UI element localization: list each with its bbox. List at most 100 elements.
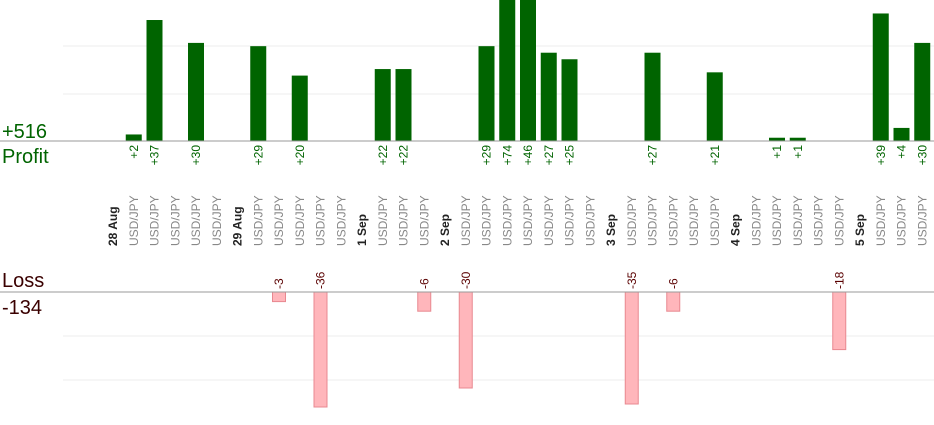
- loss-bar: [624, 291, 639, 405]
- pair-label: USD/JPY: [666, 195, 680, 246]
- profit-total: +516: [2, 121, 47, 143]
- profit-value-label: +22: [397, 145, 411, 166]
- profit-value-label: +27: [646, 145, 660, 166]
- date-label: 1 Sep: [355, 214, 369, 246]
- pair-label: USD/JPY: [770, 195, 784, 246]
- pair-label: USD/JPY: [895, 195, 909, 246]
- pair-label: USD/JPY: [563, 195, 577, 246]
- profit-bar: [520, 0, 536, 141]
- profit-bar: [706, 72, 723, 141]
- profit-bar: [789, 137, 806, 141]
- date-label: 5 Sep: [853, 214, 867, 246]
- pair-label: USD/JPY: [127, 195, 141, 246]
- pair-label: USD/JPY: [314, 195, 328, 246]
- pair-label: USD/JPY: [687, 195, 701, 246]
- pair-label: USD/JPY: [542, 195, 556, 246]
- date-label: 3 Sep: [604, 214, 618, 246]
- profit-value-label: +74: [500, 145, 514, 166]
- loss-total: -134: [2, 297, 42, 319]
- loss-bar: [458, 291, 473, 389]
- pair-label: USD/JPY: [189, 195, 203, 246]
- pair-label: USD/JPY: [791, 195, 805, 246]
- profit-value-label: +37: [148, 145, 162, 166]
- loss-value-label: -6: [666, 278, 680, 289]
- profit-bar: [395, 69, 412, 141]
- pair-label: USD/JPY: [417, 195, 431, 246]
- date-label: 28 Aug: [106, 206, 120, 246]
- profit-bar: [374, 69, 391, 141]
- profit-value-label: +20: [293, 145, 307, 166]
- profit-value-label: +39: [874, 145, 888, 166]
- pair-label: USD/JPY: [832, 195, 846, 246]
- profit-bar: [769, 137, 785, 141]
- profit-bar: [872, 13, 889, 141]
- date-label: 4 Sep: [729, 214, 743, 246]
- profit-bar: [291, 75, 308, 141]
- gridlines: [63, 45, 934, 381]
- loss-bar: [666, 291, 681, 312]
- profit-bar: [561, 59, 578, 141]
- pair-label: USD/JPY: [583, 195, 597, 246]
- profit-value-label: +1: [791, 145, 805, 159]
- pair-label: USD/JPY: [168, 195, 182, 246]
- date-label: 2 Sep: [438, 214, 452, 246]
- pair-label: USD/JPY: [646, 195, 660, 246]
- profit-bar: [893, 127, 910, 141]
- pair-label: USD/JPY: [376, 195, 390, 246]
- loss-value-label: -35: [625, 271, 639, 289]
- pair-label: USD/JPY: [293, 195, 307, 246]
- value-labels: +2 +37 +30 +29 -3 +20 -36 +22 +22 -6 -30 +29 +74 +46 +…: [127, 145, 930, 289]
- profit-value-label: +29: [480, 145, 494, 166]
- loss-bar: [417, 291, 432, 312]
- pair-label: USD/JPY: [480, 195, 494, 246]
- profit-value-label: +29: [251, 145, 265, 166]
- profit-value-label: +27: [542, 145, 556, 166]
- profit-bar: [125, 134, 142, 141]
- profit-value-label: +25: [563, 145, 577, 166]
- profit-bars: [125, 0, 931, 141]
- pair-label: USD/JPY: [708, 195, 722, 246]
- loss-label: Loss: [2, 270, 44, 292]
- loss-bar: [272, 291, 286, 303]
- pair-label: USD/JPY: [272, 195, 286, 246]
- loss-value-label: -3: [272, 278, 286, 289]
- pair-label: USD/JPY: [251, 195, 265, 246]
- profit-bar: [914, 42, 931, 141]
- profit-value-label: +30: [189, 145, 203, 166]
- pair-label: USD/JPY: [915, 195, 929, 246]
- profit-value-label: +46: [521, 145, 535, 166]
- pair-label: USD/JPY: [500, 195, 514, 246]
- loss-value-label: -18: [832, 271, 846, 289]
- pair-label: USD/JPY: [334, 195, 348, 246]
- loss-value-label: -6: [417, 278, 431, 289]
- profit-label: Profit: [2, 146, 49, 168]
- loss-bar: [832, 291, 847, 351]
- pair-label: USD/JPY: [625, 195, 639, 246]
- profit-bar: [499, 0, 516, 141]
- profit-bar: [540, 52, 557, 141]
- profit-value-label: +1: [770, 145, 784, 159]
- pair-label: USD/JPY: [812, 195, 826, 246]
- date-label: 29 Aug: [231, 206, 245, 246]
- loss-bar: [313, 291, 328, 408]
- pair-label: USD/JPY: [148, 195, 162, 246]
- pair-label: USD/JPY: [521, 195, 535, 246]
- pair-label: USD/JPY: [459, 195, 473, 246]
- profit-bar: [478, 46, 495, 141]
- pair-label: USD/JPY: [210, 195, 224, 246]
- pair-label: USD/JPY: [874, 195, 888, 246]
- loss-value-label: -30: [459, 271, 473, 289]
- profit-value-label: +4: [895, 145, 909, 159]
- profit-value-label: +21: [708, 145, 722, 166]
- profit-value-label: +30: [915, 145, 929, 166]
- profit-bar: [146, 20, 163, 141]
- loss-value-label: -36: [314, 271, 328, 289]
- column-labels: 28 Aug USD/JPY USD/JPY USD/JPY USD/JPY USD/JP…: [106, 195, 929, 246]
- profit-value-label: +2: [127, 145, 141, 159]
- profit-value-label: +22: [376, 145, 390, 166]
- pair-label: USD/JPY: [397, 195, 411, 246]
- loss-bars: [272, 291, 847, 408]
- profit-bar: [250, 46, 267, 141]
- pair-label: USD/JPY: [749, 195, 763, 246]
